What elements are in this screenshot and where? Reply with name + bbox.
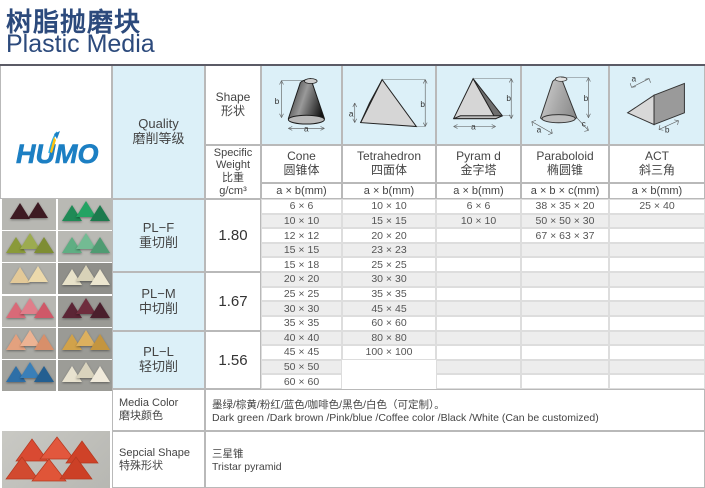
svg-text:a: a <box>471 121 476 131</box>
svg-text:b: b <box>665 124 670 134</box>
svg-text:HUMO: HUMO <box>16 139 99 169</box>
svg-text:a: a <box>304 123 309 133</box>
svg-text:a: a <box>349 109 354 119</box>
svg-text:b: b <box>506 93 511 103</box>
svg-text:b: b <box>275 96 280 106</box>
svg-text:b: b <box>420 99 425 109</box>
svg-text:a: a <box>632 74 637 84</box>
svg-text:a: a <box>537 124 542 134</box>
svg-text:c: c <box>582 119 586 129</box>
svg-text:b: b <box>584 93 589 103</box>
